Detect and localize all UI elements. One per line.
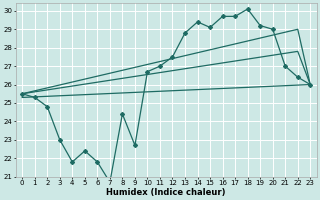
X-axis label: Humidex (Indice chaleur): Humidex (Indice chaleur) (107, 188, 226, 197)
